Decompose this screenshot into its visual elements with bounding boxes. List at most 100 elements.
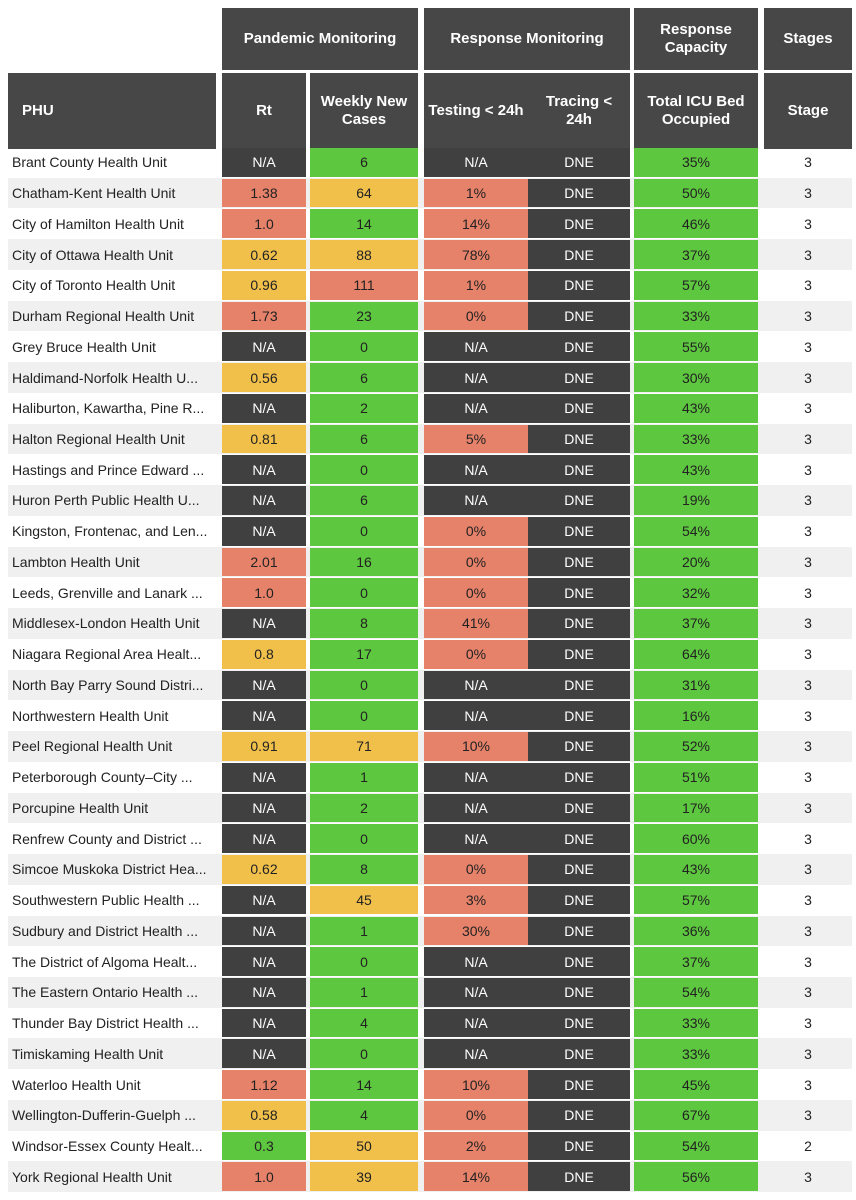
stage-cell: 3	[804, 1045, 812, 1062]
status-cell: 6	[310, 424, 418, 454]
status-cell: DNE	[528, 947, 630, 976]
stage-cell: 3	[804, 215, 812, 232]
status-cell: 50%	[634, 178, 758, 208]
status-cell: 8	[310, 855, 418, 884]
status-cell: 0%	[424, 547, 528, 577]
status-cell: 57%	[634, 270, 758, 300]
phu-name: Middlesex-London Health Unit	[12, 615, 200, 632]
stage-cell: 3	[804, 400, 812, 417]
status-cell: N/A	[424, 701, 528, 731]
status-cell: DNE	[528, 793, 630, 823]
stage-cell: 3	[804, 553, 812, 570]
status-cell: DNE	[528, 270, 630, 300]
stage-cell: 3	[804, 185, 812, 202]
stage-cell: 3	[804, 769, 812, 786]
status-cell: 1.0	[222, 1162, 306, 1192]
status-cell: N/A	[222, 670, 306, 700]
status-cell: N/A	[424, 1008, 528, 1038]
status-cell: 33%	[634, 301, 758, 331]
status-cell: 8	[310, 609, 418, 638]
status-cell: 1%	[424, 178, 528, 208]
stage-cell: 3	[804, 799, 812, 816]
phu-name: Huron Perth Public Health U...	[12, 492, 200, 509]
status-cell: 45	[310, 885, 418, 915]
phu-name: Chatham-Kent Health Unit	[12, 185, 176, 202]
status-cell: 6	[310, 148, 418, 177]
status-cell: DNE	[528, 516, 630, 546]
stage-cell: 3	[804, 492, 812, 509]
status-cell: DNE	[528, 578, 630, 608]
status-cell: 56%	[634, 1162, 758, 1192]
status-cell: 37%	[634, 609, 758, 638]
stage-cell: 3	[804, 953, 812, 970]
stage-cell: 2	[804, 1138, 812, 1155]
status-cell: DNE	[528, 824, 630, 853]
status-cell: 1.73	[222, 301, 306, 331]
status-cell: 16%	[634, 701, 758, 731]
status-cell: 43%	[634, 455, 758, 485]
status-cell: 0.8	[222, 639, 306, 669]
status-cell: N/A	[222, 455, 306, 485]
status-cell: DNE	[528, 424, 630, 454]
status-cell: DNE	[528, 547, 630, 577]
status-cell: DNE	[528, 301, 630, 331]
status-cell: 14	[310, 209, 418, 239]
stage-cell: 3	[804, 277, 812, 294]
status-cell: DNE	[528, 1070, 630, 1099]
status-cell: N/A	[424, 947, 528, 976]
status-cell: 71	[310, 732, 418, 761]
stage-cell: 3	[804, 738, 812, 755]
status-cell: DNE	[528, 670, 630, 700]
stage-cell: 3	[804, 984, 812, 1001]
status-cell: 2.01	[222, 547, 306, 577]
status-cell: 1%	[424, 270, 528, 300]
status-cell: 0	[310, 1039, 418, 1069]
status-cell: 14%	[424, 1162, 528, 1192]
status-cell: 4	[310, 1100, 418, 1130]
status-cell: 0.96	[222, 270, 306, 300]
status-cell: DNE	[528, 762, 630, 792]
stage-cell: 3	[804, 338, 812, 355]
status-cell: DNE	[528, 455, 630, 485]
status-cell: 1	[310, 762, 418, 792]
status-cell: N/A	[222, 393, 306, 423]
status-cell: N/A	[222, 824, 306, 853]
status-cell: N/A	[424, 1039, 528, 1069]
status-cell: 1.0	[222, 209, 306, 239]
status-cell: DNE	[528, 732, 630, 761]
phu-name: Porcupine Health Unit	[12, 799, 149, 816]
status-cell: 57%	[634, 885, 758, 915]
status-cell: 0	[310, 701, 418, 731]
phu-name: North Bay Parry Sound Distri...	[12, 676, 204, 693]
column-header: Total ICU Bed Occupied	[634, 73, 758, 149]
status-cell: N/A	[424, 670, 528, 700]
column-header: Testing < 24h	[424, 73, 528, 149]
stage-cell: 3	[804, 154, 812, 171]
status-cell: 32%	[634, 578, 758, 608]
status-cell: 0	[310, 947, 418, 976]
status-cell: 35%	[634, 148, 758, 177]
status-cell: 43%	[634, 855, 758, 884]
status-cell: 51%	[634, 762, 758, 792]
phu-name: Leeds, Grenville and Lanark ...	[12, 584, 203, 601]
phu-name: Halton Regional Health Unit	[12, 431, 185, 448]
stage-cell: 3	[804, 308, 812, 325]
status-cell: 5%	[424, 424, 528, 454]
status-cell: DNE	[528, 486, 630, 515]
status-cell: 50	[310, 1131, 418, 1161]
status-cell: 46%	[634, 209, 758, 239]
status-cell: 0%	[424, 1100, 528, 1130]
status-cell: 14	[310, 1070, 418, 1099]
status-cell: 60%	[634, 824, 758, 853]
status-cell: 1	[310, 916, 418, 946]
phu-name: City of Toronto Health Unit	[12, 277, 176, 294]
status-cell: 0.62	[222, 855, 306, 884]
status-cell: 4	[310, 1008, 418, 1038]
status-cell: 0	[310, 578, 418, 608]
stage-cell: 3	[804, 615, 812, 632]
phu-name: Haliburton, Kawartha, Pine R...	[12, 400, 205, 417]
phu-name: Kingston, Frontenac, and Len...	[12, 523, 208, 540]
stage-cell: 3	[804, 246, 812, 263]
status-cell: 37%	[634, 240, 758, 269]
status-cell: 0.62	[222, 240, 306, 269]
